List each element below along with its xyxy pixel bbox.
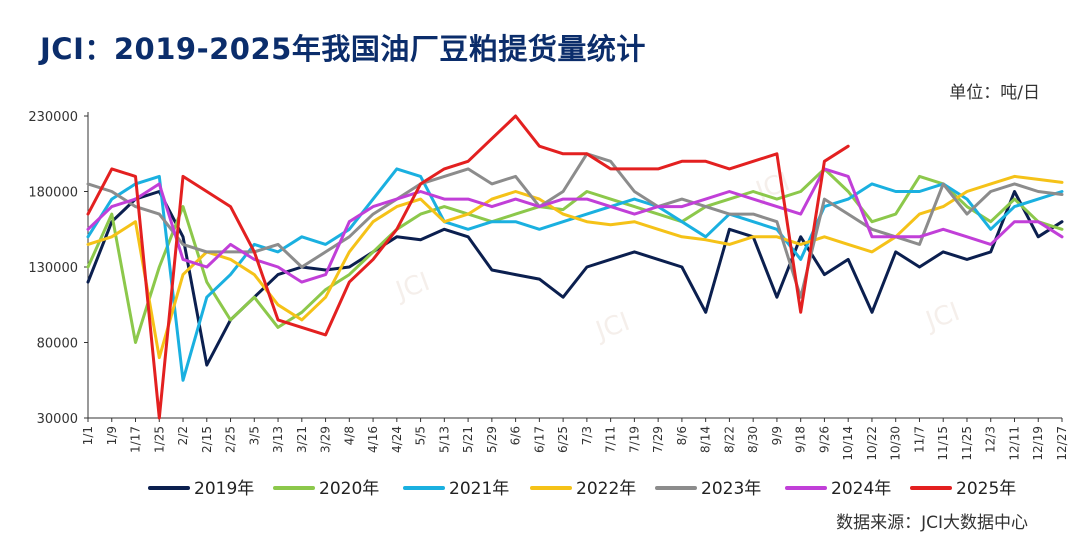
y-tick-label: 180000 (28, 186, 78, 201)
x-tick-label: 12/27 (1055, 426, 1069, 461)
x-tick-label: 8/14 (699, 426, 713, 453)
source-note: 数据来源：JCI大数据中心 (836, 513, 1028, 533)
x-tick-label: 2/25 (224, 426, 238, 453)
x-tick-label: 11/7 (912, 426, 926, 453)
x-tick-label: 3/21 (295, 426, 309, 453)
watermark-text: JCI (390, 267, 434, 307)
x-tick-label: 4/16 (366, 426, 380, 453)
x-tick-label: 7/19 (627, 426, 641, 453)
series-line-2023年 (86, 152, 1064, 299)
x-tick-label: 5/13 (437, 426, 451, 453)
x-tick-label: 3/29 (319, 426, 333, 453)
x-tick-label: 4/8 (342, 426, 356, 445)
x-tick-label: 1/17 (129, 426, 143, 453)
x-tick-label: 1/9 (105, 426, 119, 445)
x-tick-label: 10/22 (865, 426, 879, 461)
x-tick-label: 8/30 (746, 426, 760, 453)
x-tick-label: 10/30 (889, 426, 903, 461)
legend-label-2019年: 2019年 (194, 479, 254, 499)
legend-label-2025年: 2025年 (956, 479, 1016, 499)
legend-label-2023年: 2023年 (701, 479, 761, 499)
x-tick-label: 11/25 (960, 426, 974, 461)
series-line-2022年 (86, 174, 1064, 360)
x-tick-label: 6/6 (509, 426, 523, 445)
x-tick-label: 12/3 (984, 426, 998, 453)
legend-label-2020年: 2020年 (319, 479, 379, 499)
x-tick-label: 5/21 (461, 426, 475, 453)
legend-label-2022年: 2022年 (576, 479, 636, 499)
x-tick-label: 9/26 (817, 426, 831, 453)
x-tick-label: 7/3 (580, 426, 594, 445)
watermark-text: JCI (920, 297, 964, 337)
x-tick-label: 9/9 (770, 426, 784, 445)
x-tick-label: 5/29 (485, 426, 499, 453)
x-tick-label: 3/5 (247, 426, 261, 445)
x-tick-label: 8/6 (675, 426, 689, 445)
x-tick-label: 12/19 (1031, 426, 1045, 461)
y-tick-label: 30000 (37, 412, 78, 427)
x-tick-label: 7/29 (651, 426, 665, 453)
x-tick-label: 7/11 (604, 426, 618, 453)
x-tick-label: 8/22 (722, 426, 736, 453)
x-tick-label: 12/11 (1007, 426, 1021, 461)
x-tick-label: 1/25 (152, 426, 166, 453)
x-tick-label: 4/24 (390, 426, 404, 453)
y-tick-label: 230000 (28, 110, 78, 125)
unit-label: 单位：吨/日 (949, 83, 1040, 103)
x-tick-label: 9/18 (794, 426, 808, 453)
series-line-2024年 (86, 167, 1064, 284)
y-tick-label: 80000 (37, 337, 78, 352)
x-tick-label: 11/15 (936, 426, 950, 461)
x-tick-label: 6/25 (556, 426, 570, 453)
watermark-text: JCI (590, 307, 634, 347)
x-tick-label: 5/5 (414, 426, 428, 445)
x-tick-label: 2/15 (200, 426, 214, 453)
series-line-2025年 (86, 114, 850, 420)
y-tick-label: 130000 (28, 261, 78, 276)
series-line-2020年 (86, 167, 1064, 344)
x-tick-label: 6/17 (532, 426, 546, 453)
x-tick-label: 2/2 (176, 426, 190, 445)
x-tick-label: 10/14 (841, 426, 855, 461)
legend-label-2021年: 2021年 (449, 479, 509, 499)
x-tick-label: 3/13 (271, 426, 285, 453)
x-tick-label: 1/1 (81, 426, 95, 445)
legend-label-2024年: 2024年 (831, 479, 891, 499)
chart-title: JCI：2019-2025年我国油厂豆粕提货量统计 (40, 32, 646, 66)
